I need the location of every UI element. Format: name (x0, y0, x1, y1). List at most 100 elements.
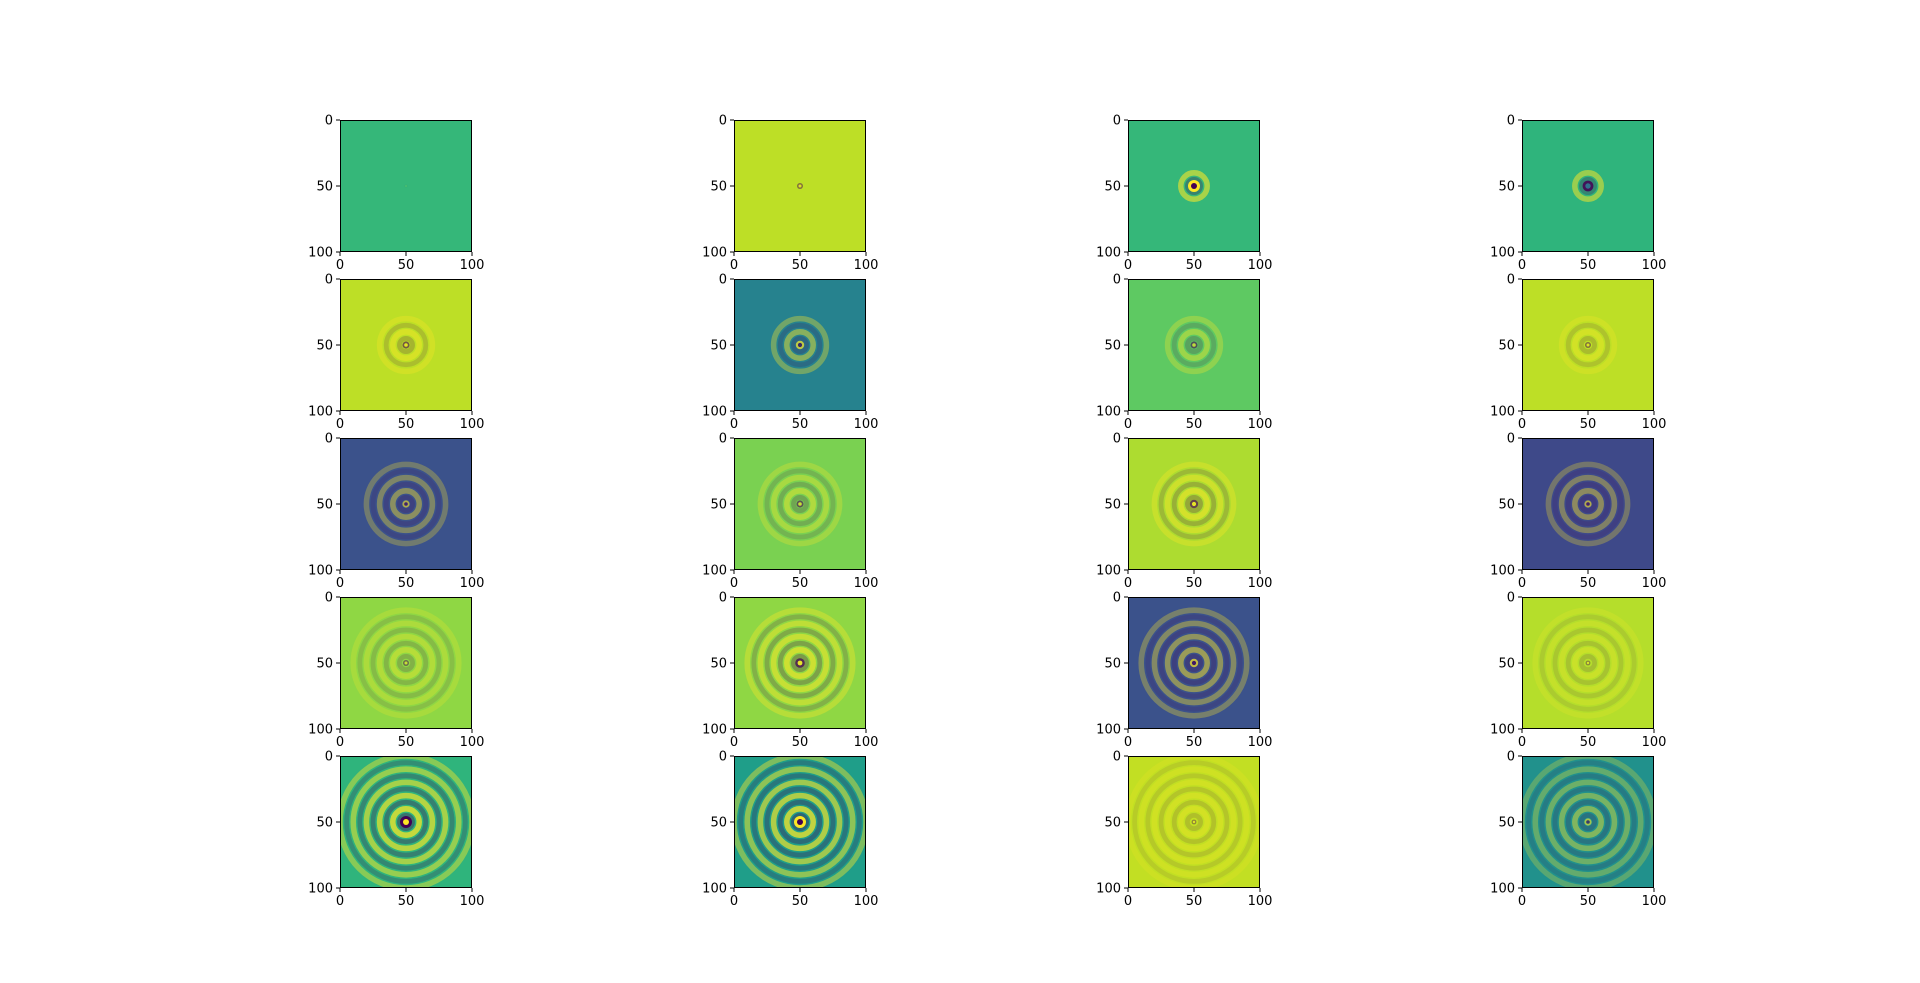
ripple-ring-light (1178, 329, 1210, 361)
y-tick-label: 0 (1507, 273, 1515, 288)
x-tick-label: 100 (1642, 576, 1667, 591)
y-tick-label: 50 (1498, 339, 1515, 354)
y-tick-label: 50 (710, 657, 727, 672)
ripple-core (797, 819, 803, 825)
ripple-core (1191, 660, 1197, 666)
x-tick-label: 100 (1642, 894, 1667, 909)
x-tick-label: 0 (1124, 894, 1132, 909)
ripple-ring-light (1558, 474, 1618, 534)
x-tick-label: 50 (1186, 258, 1203, 273)
x-tick-label: 0 (336, 576, 344, 591)
x-tick-label: 50 (792, 735, 809, 750)
ripple-ring-dark (397, 813, 415, 831)
ripple-ring-light (1572, 170, 1604, 202)
ripple-ring-dark (1158, 468, 1230, 540)
ripple-ring-dark (1145, 773, 1243, 871)
ripple-ring-dark (764, 468, 836, 540)
ripple-ring-dark (764, 786, 836, 858)
ripple-ring-light (1178, 488, 1210, 520)
y-tick-label: 50 (1104, 180, 1121, 195)
ripple-ring-light (1151, 620, 1237, 706)
ripple-ring-dark (791, 495, 809, 513)
y-tick-label: 0 (1507, 750, 1515, 765)
x-tick-label: 50 (1186, 576, 1203, 591)
x-tick-label: 50 (398, 735, 415, 750)
ripple-ring-light (1164, 315, 1224, 375)
x-tick-label: 0 (1518, 735, 1526, 750)
ripple-ring-light (376, 792, 436, 852)
ripple-ring-dark (1145, 614, 1243, 712)
x-tick-label: 0 (336, 894, 344, 909)
ripple-ring-light (1151, 779, 1237, 865)
ripple-ring-light (770, 633, 830, 693)
ripple-ring-dark (1565, 799, 1611, 845)
y-tick-label: 0 (1113, 591, 1121, 606)
x-tick-label: 100 (1248, 417, 1273, 432)
axes-frame (340, 756, 472, 888)
ripple-ring-dark (370, 468, 442, 540)
axes-frame (1522, 756, 1654, 888)
ripple-ring-dark (1552, 468, 1624, 540)
ripple-core (403, 819, 409, 825)
x-tick-label: 0 (336, 735, 344, 750)
y-tick-label: 0 (325, 750, 333, 765)
y-tick-label: 100 (702, 882, 727, 897)
ripple-core (1192, 343, 1196, 347)
x-tick-label: 0 (730, 735, 738, 750)
ripple-core (1586, 343, 1590, 347)
axes-frame (1522, 279, 1654, 411)
ripple-ring-light (390, 488, 422, 520)
y-tick-label: 50 (710, 339, 727, 354)
ripple-ring-dark (357, 614, 455, 712)
ripple-ring-light (350, 766, 462, 878)
y-tick-label: 100 (308, 723, 333, 738)
ripple-ring-light (1138, 607, 1250, 719)
x-tick-label: 100 (460, 417, 485, 432)
ripple-ring-dark (1552, 627, 1624, 699)
y-tick-label: 0 (719, 114, 727, 129)
axes-frame (340, 120, 472, 252)
x-tick-label: 50 (1186, 417, 1203, 432)
y-tick-label: 100 (1096, 564, 1121, 579)
ripple-ring-light (770, 315, 830, 375)
ripple-core (798, 502, 802, 506)
x-tick-label: 100 (854, 576, 879, 591)
y-tick-label: 0 (1507, 114, 1515, 129)
x-tick-label: 50 (1580, 576, 1597, 591)
ripple-core (797, 660, 803, 666)
ripple-ring-dark (383, 322, 429, 368)
y-tick-label: 100 (1490, 723, 1515, 738)
ripple-ring-dark (1185, 495, 1203, 513)
ripple-core (405, 185, 407, 187)
x-tick-label: 50 (792, 894, 809, 909)
ripple-ring-light (376, 633, 436, 693)
y-tick-label: 100 (1490, 405, 1515, 420)
y-tick-label: 50 (1498, 816, 1515, 831)
x-tick-label: 100 (1642, 258, 1667, 273)
axes-frame (340, 438, 472, 570)
y-tick-label: 50 (1498, 498, 1515, 513)
x-tick-label: 50 (1580, 417, 1597, 432)
ripple-ring-light (1532, 766, 1644, 878)
ripple-ring-dark (397, 495, 415, 513)
y-tick-label: 50 (1498, 657, 1515, 672)
y-tick-label: 0 (719, 750, 727, 765)
y-tick-label: 100 (1096, 405, 1121, 420)
ripple-ring-dark (764, 627, 836, 699)
x-tick-label: 100 (460, 735, 485, 750)
ripple-ring-dark (1171, 481, 1217, 527)
ripple-ring-light (1545, 620, 1631, 706)
ripple-ring-light (363, 620, 449, 706)
y-tick-label: 100 (1096, 246, 1121, 261)
x-tick-label: 100 (460, 894, 485, 909)
x-tick-label: 100 (854, 258, 879, 273)
